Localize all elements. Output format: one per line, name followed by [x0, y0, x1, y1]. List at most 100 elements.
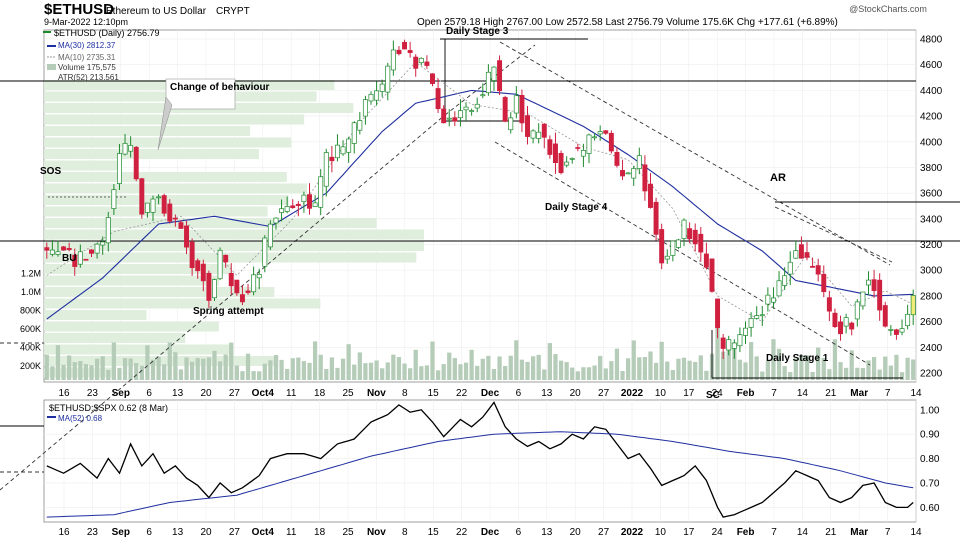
x-tick-label: 24: [712, 388, 724, 399]
candle-body: [743, 327, 748, 336]
volume-bar: [335, 367, 340, 380]
volume-bar: [542, 369, 547, 380]
ratio-y-tick-label: 0.80: [920, 454, 940, 465]
volume-bar: [581, 367, 586, 380]
volume-bar: [743, 362, 748, 380]
candle-body: [715, 298, 721, 329]
volume-by-price: [44, 80, 424, 378]
volume-bar: [206, 357, 212, 380]
brand-label: @StockCharts.com: [849, 4, 927, 14]
candle-body: [776, 280, 782, 297]
volume-bar: [637, 357, 642, 380]
volume-bar: [564, 362, 569, 380]
candle-body: [457, 110, 463, 119]
volume-bar: [424, 365, 430, 380]
annotation-ar: AR: [770, 172, 786, 184]
volume-bar: [324, 368, 329, 380]
x-tick-label-ratio: 7: [771, 527, 777, 538]
volume-bar: [139, 365, 144, 380]
y-tick-label: 2400: [920, 343, 943, 354]
candle-body: [284, 206, 290, 212]
volume-bar: [240, 371, 245, 380]
x-tick-label: 27: [598, 388, 610, 399]
volume-bar: [413, 349, 418, 380]
volume-bar: [458, 364, 463, 380]
candle-body: [228, 272, 234, 287]
volume-bar: [530, 356, 536, 380]
annotation-daily-stage-3: Daily Stage 3: [446, 26, 509, 37]
channel-upper-line: [499, 41, 891, 266]
candle-body: [200, 263, 206, 282]
candle-body: [178, 222, 184, 229]
x-tick-label-ratio: 27: [229, 527, 241, 538]
x-tick-label: 10: [655, 388, 667, 399]
candle-body: [882, 305, 888, 327]
candle-body: [318, 176, 324, 208]
annotation-change-of-behaviour: Change of behaviour: [170, 82, 270, 93]
x-tick-label-ratio: 13: [172, 527, 184, 538]
volume-bar: [799, 354, 804, 380]
volume-bar: [871, 356, 877, 380]
x-tick-label-ratio: 10: [655, 527, 667, 538]
volume-bar: [156, 356, 161, 380]
volume-bar: [765, 360, 770, 380]
volume-bar: [877, 369, 882, 380]
volume-by-price-bar: [44, 287, 275, 297]
volume-bar: [609, 361, 614, 380]
candle-body: [782, 275, 788, 286]
volume-by-price-bar: [44, 264, 232, 274]
volume-tick-label: 800K: [20, 306, 41, 316]
candle-body: [362, 99, 368, 117]
legend-ratio-ma-swatch: [47, 416, 56, 418]
x-tick-label-ratio: 17: [683, 527, 695, 538]
volume-bar: [698, 355, 703, 380]
volume-bar: [273, 355, 279, 380]
candle-body: [910, 295, 916, 316]
volume-by-price-bar: [44, 172, 287, 182]
x-tick-label-ratio: 15: [428, 527, 440, 538]
candle-body: [407, 50, 413, 53]
candle-body: [709, 258, 715, 292]
x-tick-label-ratio: 14: [797, 527, 809, 538]
volume-bar: [844, 367, 849, 380]
volume-bar: [648, 351, 653, 380]
y-tick-label: 4400: [920, 86, 943, 97]
volume-bar: [721, 351, 726, 380]
candle-body: [312, 202, 318, 207]
volume-bar: [642, 356, 648, 380]
candle-body: [72, 254, 78, 267]
volume-bar: [866, 360, 871, 380]
volume-bar: [402, 363, 407, 380]
volume-bar: [178, 369, 184, 380]
candle-body: [575, 147, 581, 149]
volume-bar: [726, 342, 731, 380]
candle-body: [430, 73, 435, 84]
candle-body: [558, 153, 564, 174]
x-tick-label-ratio: Dec: [481, 527, 500, 538]
candle-body: [480, 94, 486, 97]
ratio-y-tick-label: 0.90: [920, 430, 940, 441]
x-tick-label: 15: [428, 388, 440, 399]
channel-lower-line: [494, 141, 871, 366]
volume-bar: [452, 358, 457, 380]
candle-body: [497, 60, 503, 92]
candle-body: [413, 56, 419, 69]
ar-resistance-line: [774, 206, 893, 263]
candle-body: [133, 146, 139, 180]
candle-body: [256, 273, 262, 279]
x-tick-label-ratio: 7: [885, 527, 891, 538]
candle-body: [273, 217, 279, 224]
ratio-y-tick-label: 0.60: [920, 503, 940, 514]
volume-bar: [586, 367, 592, 380]
volume-bar: [514, 340, 519, 380]
x-tick-label: 22: [456, 388, 468, 399]
x-tick-label-ratio: 14: [910, 527, 922, 538]
ratio-y-tick-label: 1.00: [920, 405, 940, 416]
volume-bar: [899, 372, 905, 380]
volume-by-price-bar: [44, 252, 417, 263]
candle-body: [703, 253, 709, 268]
x-tick-label: 13: [172, 388, 184, 399]
volume-by-price-bar: [44, 310, 147, 320]
volume-bar: [536, 354, 541, 380]
